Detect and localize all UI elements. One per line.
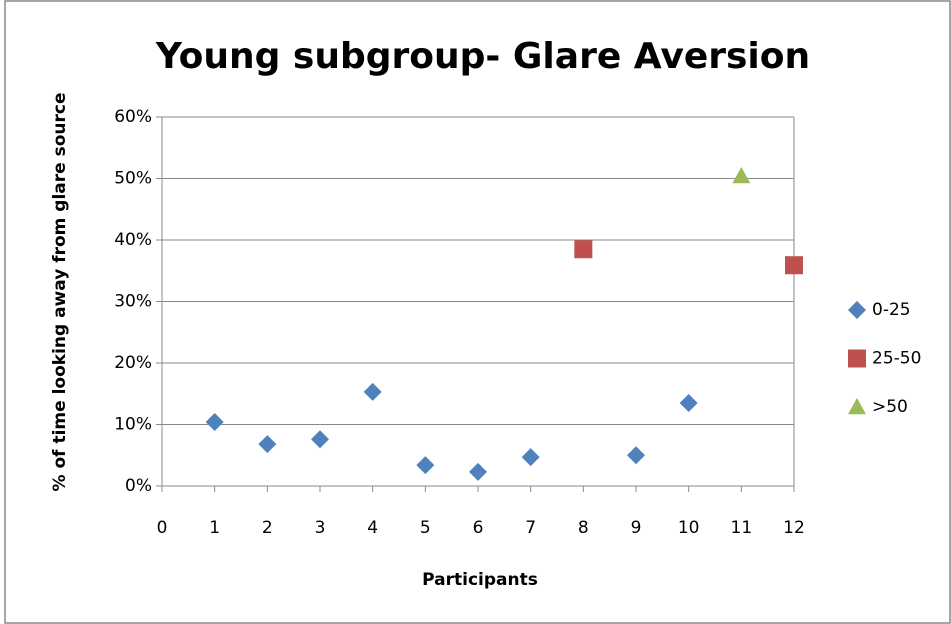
y-axis-label: % of time looking away from glare source — [50, 93, 70, 492]
y-tick-label: 40% — [114, 230, 152, 250]
x-tick-label: 2 — [262, 518, 273, 538]
data-point — [574, 240, 593, 259]
x-axis-label: Participants — [422, 570, 538, 590]
legend-label: >50 — [872, 397, 908, 417]
data-point — [785, 256, 803, 275]
data-point — [205, 413, 224, 432]
x-tick-label: 11 — [731, 518, 753, 538]
legend-label: 0-25 — [872, 300, 911, 320]
y-tick-label: 50% — [114, 169, 152, 189]
x-tick-label: 7 — [525, 518, 536, 538]
data-point — [363, 382, 382, 401]
x-tick-label: 5 — [420, 518, 431, 538]
x-tick-label: 10 — [678, 518, 700, 538]
legend-marker — [848, 349, 866, 368]
y-tick-label: 60% — [114, 107, 152, 127]
legend-marker — [848, 398, 866, 415]
legend-marker — [848, 301, 866, 319]
y-tick-label: 20% — [114, 353, 152, 373]
data-point — [469, 462, 487, 481]
y-tick-label: 0% — [125, 476, 152, 496]
x-tick-label: 3 — [315, 518, 326, 538]
data-point — [311, 430, 329, 449]
data-point — [679, 393, 698, 412]
data-point — [416, 456, 435, 475]
x-tick-label: 1 — [209, 518, 220, 538]
legend-label: 25-50 — [872, 349, 921, 369]
x-tick-label: 4 — [367, 518, 378, 538]
y-tick-label: 10% — [114, 415, 152, 435]
x-tick-label: 0 — [157, 518, 168, 538]
chart-title: Young subgroup- Glare Aversion — [155, 36, 810, 77]
x-tick-label: 8 — [578, 518, 589, 538]
y-tick-label: 30% — [114, 292, 152, 312]
data-point — [258, 435, 277, 454]
data-point — [732, 167, 751, 184]
x-tick-label: 6 — [473, 518, 484, 538]
x-tick-label: 12 — [783, 518, 805, 538]
data-point — [521, 448, 540, 467]
x-tick-label: 9 — [631, 518, 642, 538]
data-point — [627, 446, 645, 465]
